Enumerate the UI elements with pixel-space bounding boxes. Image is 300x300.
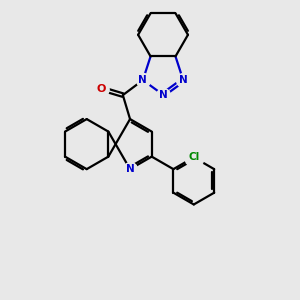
Text: O: O — [97, 84, 106, 94]
Text: N: N — [126, 164, 134, 174]
Text: N: N — [139, 75, 147, 85]
Text: Cl: Cl — [188, 152, 200, 162]
Text: N: N — [159, 90, 167, 100]
Text: N: N — [179, 75, 188, 85]
